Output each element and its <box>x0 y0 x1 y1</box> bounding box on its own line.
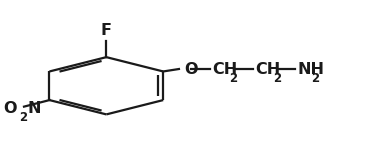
Text: F: F <box>101 22 112 37</box>
Text: N: N <box>28 101 41 116</box>
Text: 2: 2 <box>273 71 281 84</box>
Text: O: O <box>4 101 17 116</box>
Text: CH: CH <box>212 62 237 77</box>
Text: 2: 2 <box>230 71 238 84</box>
Text: O: O <box>184 62 197 77</box>
Text: NH: NH <box>297 62 324 77</box>
Text: CH: CH <box>255 62 280 77</box>
Text: 2: 2 <box>312 71 319 84</box>
Text: 2: 2 <box>19 111 27 124</box>
